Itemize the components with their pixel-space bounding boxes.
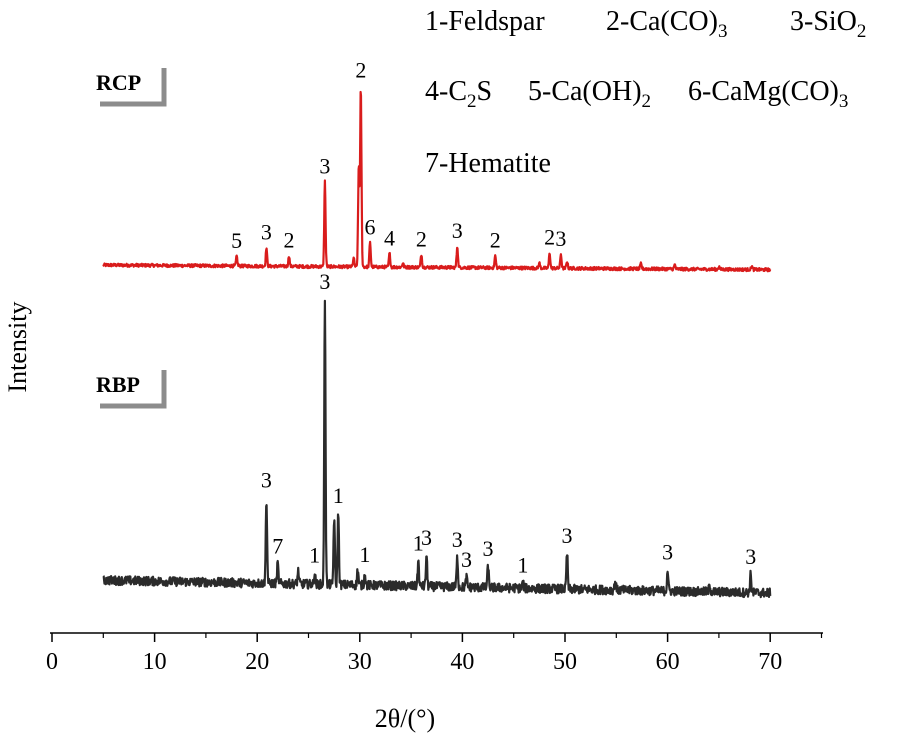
- x-tick-label: 10: [143, 649, 167, 675]
- x-tick-label: 30: [348, 649, 372, 675]
- sample-tag-rbp: RBP: [96, 370, 167, 409]
- peak-label: 3: [555, 226, 566, 251]
- legend-item: 1-Feldspar: [425, 6, 545, 37]
- peak-label: 3: [452, 527, 463, 552]
- peak-label: 3: [452, 218, 463, 243]
- x-tick-label: 40: [450, 649, 474, 675]
- peak-label: 1: [517, 552, 528, 577]
- peak-label: 2: [416, 226, 427, 251]
- peak-label: 1: [413, 530, 424, 555]
- peak-label: 1: [333, 483, 344, 508]
- legend-item: 6-CaMg(CO)3: [688, 76, 848, 112]
- peak-label: 3: [745, 544, 756, 569]
- peak-label: 2: [490, 228, 501, 253]
- peak-label: 3: [421, 525, 432, 550]
- legend-item: 7-Hematite: [425, 148, 551, 179]
- sample-name: RCP: [96, 70, 141, 95]
- x-axis-title: 2θ/(°): [375, 704, 435, 733]
- peak-label: 5: [231, 228, 242, 253]
- peak-label: 3: [319, 269, 330, 294]
- sample-tags: RCP RBP: [96, 68, 167, 409]
- series-layer: [102, 90, 772, 599]
- legend-item: 4-C2S: [425, 76, 492, 112]
- series-line-rbp: [102, 299, 772, 599]
- x-tick-label: 70: [758, 649, 782, 675]
- peak-label: 3: [483, 536, 494, 561]
- legend: 1-Feldspar 2-Ca(CO)3 3-SiO2 4-C2S 5-Ca(OH)2 6…: [425, 6, 866, 179]
- peak-label: 3: [261, 468, 272, 493]
- peak-label: 7: [272, 533, 283, 558]
- peak-label: 3: [562, 523, 573, 548]
- peak-label: 2: [355, 58, 366, 83]
- axes: 0 10 20 30 40 50 60 70: [46, 632, 823, 675]
- sample-tag-rcp: RCP: [96, 68, 167, 107]
- peak-label: 6: [365, 215, 376, 240]
- peak-label: 2: [544, 224, 555, 249]
- peak-label: 2: [284, 228, 295, 253]
- peak-label: 4: [384, 225, 395, 250]
- x-tick-label: 60: [656, 649, 680, 675]
- x-tick-label: 50: [553, 649, 577, 675]
- x-tick-label: 20: [245, 649, 269, 675]
- x-tick-label: 0: [46, 649, 58, 675]
- sample-bracket: [100, 68, 167, 107]
- sample-bracket: [100, 370, 167, 409]
- series-line-rcp: [102, 90, 772, 273]
- y-axis-title: Intensity: [3, 302, 32, 393]
- sample-name: RBP: [96, 372, 140, 397]
- peak-label: 1: [359, 542, 370, 567]
- peak-label: 3: [319, 153, 330, 178]
- peak-label: 3: [261, 220, 272, 245]
- legend-item: 3-SiO2: [790, 6, 866, 42]
- legend-item: 2-Ca(CO)3: [606, 6, 727, 42]
- peak-label: 3: [662, 539, 673, 564]
- peak-label: 3: [461, 547, 472, 572]
- legend-item: 5-Ca(OH)2: [528, 76, 651, 112]
- peak-label: 1: [309, 543, 320, 568]
